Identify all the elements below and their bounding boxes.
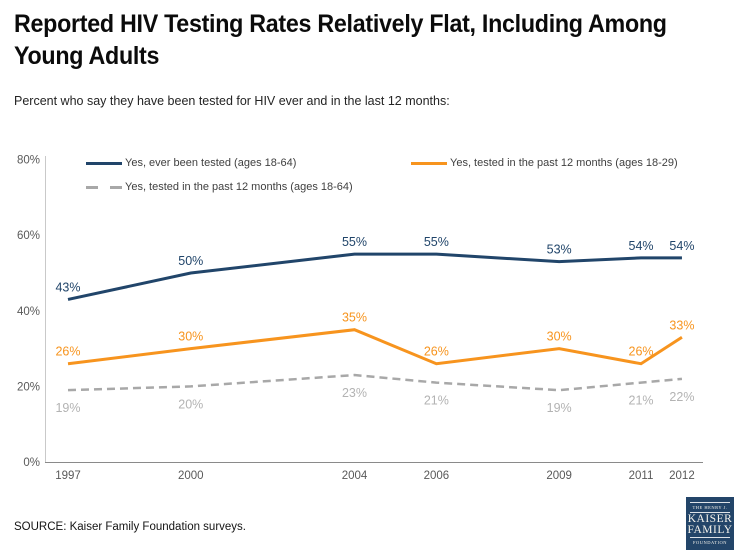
- x-tick-label: 2006: [424, 470, 450, 482]
- legend-line-swatch-blue: [86, 161, 122, 165]
- data-label-series2: 21%: [424, 394, 449, 408]
- data-label-series2: 22%: [669, 390, 694, 404]
- logo-line-family: FAMILY: [687, 524, 733, 536]
- source-text: SOURCE: Kaiser Family Foundation surveys…: [14, 521, 246, 533]
- data-label-series2: 23%: [342, 386, 367, 400]
- chart-title: Reported HIV Testing Rates Relatively Fl…: [14, 8, 667, 72]
- legend-label-past12-18-64: Yes, tested in the past 12 months (ages …: [125, 181, 353, 193]
- data-label-series1: 30%: [547, 330, 572, 344]
- x-tick-label: 2000: [178, 470, 204, 482]
- data-label-series1: 26%: [424, 345, 449, 359]
- data-label-series0: 43%: [55, 280, 80, 294]
- legend-item-ever-tested: Yes, ever been tested (ages 18-64): [86, 156, 296, 170]
- logo-rule-mid2: [690, 536, 730, 538]
- data-label-series2: 19%: [547, 401, 572, 415]
- legend-label-ever-tested: Yes, ever been tested (ages 18-64): [125, 157, 297, 169]
- data-label-series2: 20%: [178, 397, 203, 411]
- data-label-series1: 33%: [669, 318, 694, 332]
- data-label-series1: 26%: [55, 345, 80, 359]
- logo-rule-mid1: [690, 511, 730, 513]
- series-line-0: [67, 252, 682, 301]
- logo-line-henry: THE HENRY J.: [692, 504, 728, 510]
- series-line-1: [67, 328, 683, 366]
- logo-line-kaiser: KAISER: [687, 512, 733, 525]
- x-tick-label: 1997: [55, 470, 81, 482]
- data-label-series0: 54%: [629, 239, 654, 253]
- y-tick-label: 60%: [17, 230, 40, 242]
- legend-dashed-swatch-gray: [86, 185, 122, 189]
- x-tick-label: 2011: [629, 470, 654, 482]
- data-label-series1: 30%: [178, 330, 203, 344]
- kff-logo: THE HENRY J. KAISER FAMILY FOUNDATION: [686, 497, 734, 550]
- legend-label-past12-18-29: Yes, tested in the past 12 months (ages …: [450, 157, 678, 169]
- data-label-series1: 35%: [342, 311, 367, 325]
- series-line-2: [67, 373, 683, 392]
- data-label-series0: 54%: [669, 239, 694, 253]
- logo-rule-top: [690, 501, 730, 503]
- y-tick-label: 0%: [23, 457, 40, 469]
- data-label-series0: 55%: [342, 235, 367, 249]
- chart-subtitle: Percent who say they have been tested fo…: [14, 94, 450, 108]
- data-label-series0: 50%: [178, 254, 203, 268]
- legend-line-swatch-orange: [411, 161, 447, 165]
- y-tick-label: 40%: [17, 306, 40, 318]
- chart-title-line2: Young Adults: [14, 42, 160, 70]
- data-label-series0: 53%: [547, 243, 572, 257]
- chart-title-line1: Reported HIV Testing Rates Relatively Fl…: [14, 10, 667, 38]
- x-tick-label: 2009: [546, 470, 572, 482]
- legend-item-past12-18-29: Yes, tested in the past 12 months (ages …: [411, 156, 678, 170]
- data-label-series2: 21%: [629, 394, 654, 408]
- data-label-series1: 26%: [629, 345, 654, 359]
- x-tick-label: 2012: [669, 470, 695, 482]
- x-tick-label: 2004: [342, 470, 368, 482]
- data-label-series0: 55%: [424, 235, 449, 249]
- data-label-series2: 19%: [55, 401, 80, 415]
- y-tick-label: 80%: [17, 155, 40, 167]
- y-tick-label: 20%: [17, 381, 40, 393]
- logo-line-foundation: FOUNDATION: [693, 539, 727, 545]
- legend-item-past12-18-64: Yes, tested in the past 12 months (ages …: [86, 180, 353, 194]
